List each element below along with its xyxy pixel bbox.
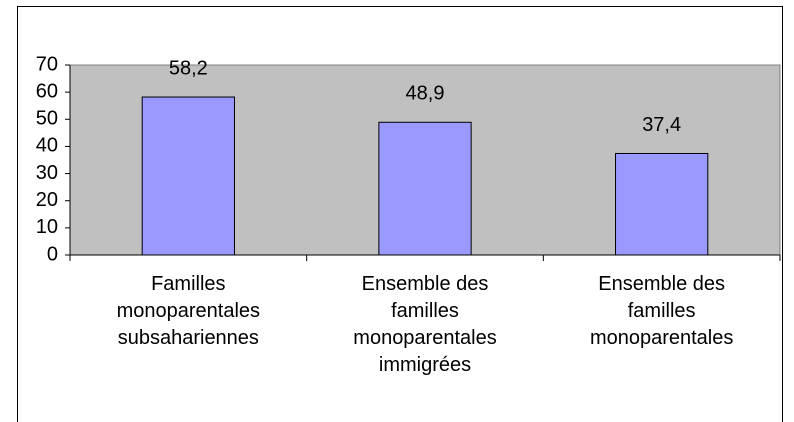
bar [141,96,235,256]
data-label: 58,2 [169,57,208,79]
y-tick-label: 20 [36,189,58,211]
y-tick-label: 30 [36,162,58,184]
y-tick-label: 50 [36,108,58,130]
bar [378,121,472,256]
x-tick-label: Ensemble des familles monoparentales imm… [353,273,497,376]
y-tick-label: 0 [47,243,58,265]
y-tick-label: 40 [36,135,58,157]
x-tick-label: Ensemble des familles monoparentales [589,273,734,349]
data-label: 48,9 [406,83,445,105]
y-tick-label: 10 [36,216,58,238]
y-tick-label: 60 [36,80,58,102]
bar [615,152,709,256]
y-tick-label: 70 [36,53,58,75]
data-label: 37,4 [642,114,681,136]
chart-frame [17,6,783,422]
x-tick-label: Familles monoparentales subsahariennes [116,273,261,349]
